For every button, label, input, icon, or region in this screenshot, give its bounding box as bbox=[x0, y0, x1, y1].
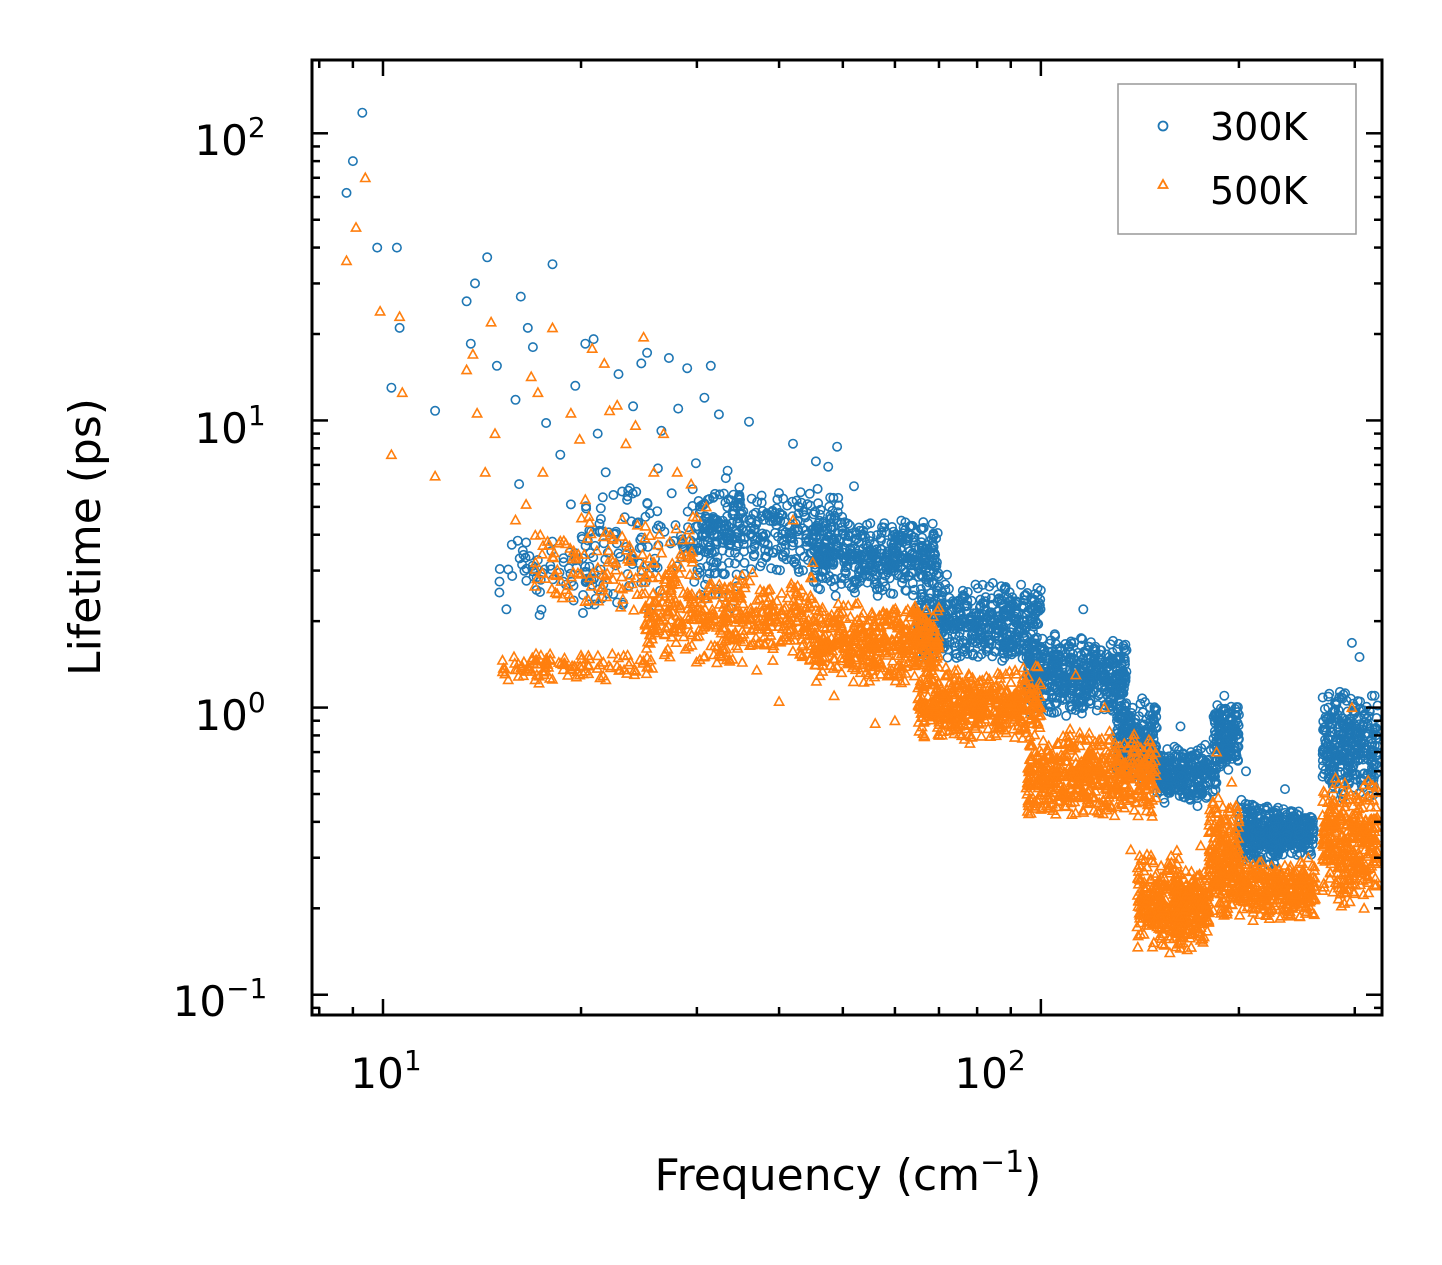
data-point-300k bbox=[666, 488, 677, 499]
data-point-300k bbox=[517, 545, 528, 556]
data-point-300k bbox=[773, 488, 784, 499]
data-point-300k bbox=[521, 537, 532, 548]
data-point-300k bbox=[670, 520, 681, 531]
data-point-300k bbox=[709, 568, 720, 579]
data-point-300k bbox=[536, 604, 547, 615]
data-point-300k bbox=[577, 607, 588, 618]
data-point-300k bbox=[804, 488, 815, 499]
data-point-300k bbox=[633, 517, 644, 528]
data-point-300k bbox=[653, 520, 664, 531]
data-point-300k bbox=[756, 497, 767, 508]
data-point-300k bbox=[738, 539, 749, 550]
data-point-300k bbox=[795, 487, 806, 498]
data-point-300k bbox=[771, 564, 782, 575]
data-point-300k bbox=[602, 588, 613, 599]
data-point-300k bbox=[558, 553, 569, 564]
data-point-300k bbox=[521, 563, 532, 574]
data-point-300k bbox=[597, 492, 608, 503]
data-point-300k bbox=[746, 564, 757, 575]
data-points bbox=[340, 107, 1382, 958]
data-point-300k bbox=[780, 527, 791, 538]
data-point-300k bbox=[801, 540, 812, 551]
data-point-300k bbox=[608, 588, 619, 599]
data-point-300k bbox=[494, 563, 505, 574]
data-point-300k bbox=[766, 563, 777, 574]
data-point-300k bbox=[506, 539, 517, 550]
data-point-300k bbox=[580, 561, 591, 572]
data-point-300k bbox=[521, 575, 532, 586]
data-point-300k bbox=[631, 486, 642, 497]
data-point-300k bbox=[634, 542, 645, 553]
data-point-300k bbox=[828, 492, 839, 503]
data-point-300k bbox=[677, 541, 688, 552]
data-point-300k bbox=[738, 506, 749, 517]
data-point-300k bbox=[494, 587, 505, 598]
data-point-300k bbox=[631, 518, 642, 529]
data-point-300k bbox=[774, 565, 785, 576]
data-point-300k bbox=[622, 491, 633, 502]
data-point-300k bbox=[749, 541, 760, 552]
data-point-300k bbox=[739, 557, 750, 568]
data-point-300k bbox=[786, 554, 797, 565]
data-point-300k bbox=[577, 533, 588, 544]
data-point-300k bbox=[791, 495, 802, 506]
data-point-300k bbox=[687, 484, 698, 495]
data-point-300k bbox=[694, 542, 705, 553]
data-point-300k bbox=[704, 568, 715, 579]
data-point-300k bbox=[772, 494, 783, 505]
data-point-300k bbox=[642, 498, 653, 509]
data-point-300k bbox=[622, 494, 633, 505]
data-point-300k bbox=[595, 513, 606, 524]
data-point-300k bbox=[507, 570, 518, 581]
data-point-300k bbox=[723, 494, 734, 505]
data-point-300k bbox=[815, 504, 826, 515]
data-point-300k bbox=[736, 508, 747, 519]
data-point-300k bbox=[595, 503, 606, 514]
data-point-300k bbox=[708, 557, 719, 568]
data-point-300k bbox=[580, 501, 591, 512]
data-point-300k bbox=[652, 506, 663, 517]
data-point-300k bbox=[494, 576, 505, 587]
